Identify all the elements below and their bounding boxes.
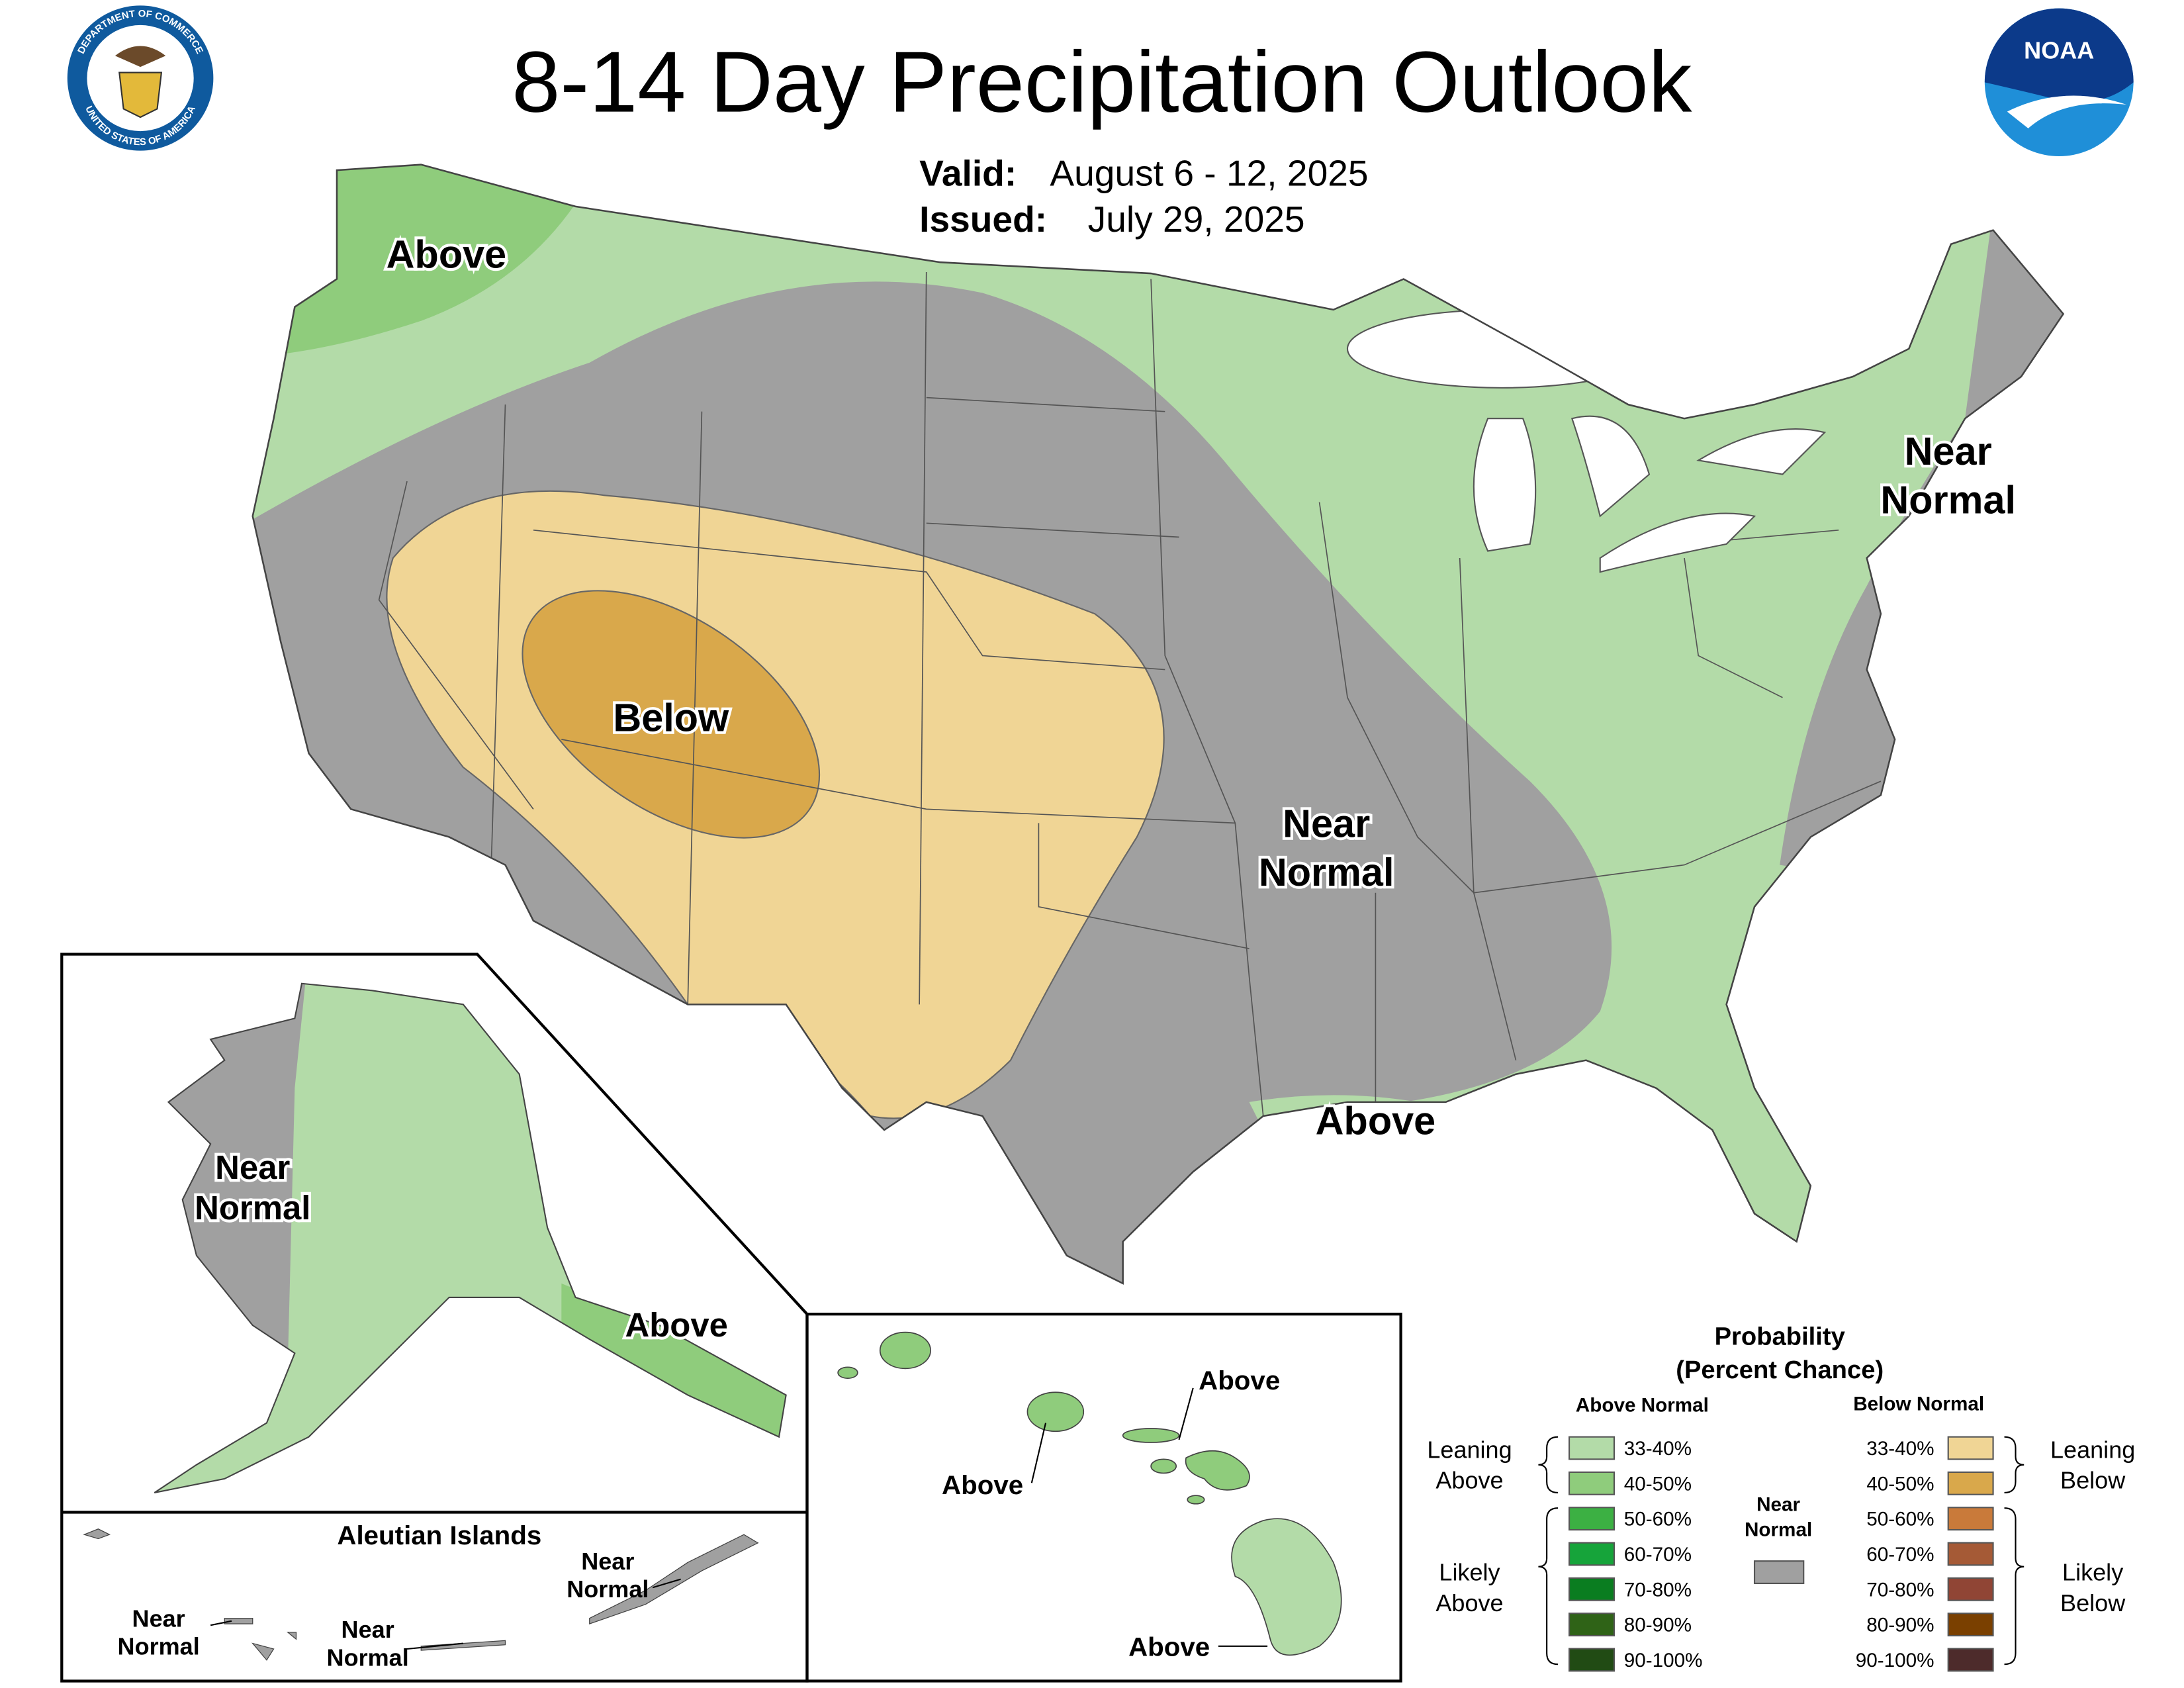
region-label: Above bbox=[1128, 1632, 1210, 1662]
legend-group-line: Above bbox=[1435, 1467, 1503, 1494]
legend: Probability (Percent Chance) Above Norma… bbox=[1427, 1323, 2135, 1672]
legend-swatch bbox=[1569, 1471, 1615, 1495]
legend-swatch bbox=[1947, 1436, 1994, 1460]
region-label: Near Normal bbox=[567, 1548, 649, 1603]
legend-title: Probability bbox=[1715, 1323, 1845, 1351]
legend-swatch bbox=[1569, 1542, 1615, 1566]
aleutian-title: Aleutian Islands bbox=[337, 1521, 541, 1550]
aleutian-islands bbox=[83, 1528, 759, 1661]
issued-label: Issued: bbox=[919, 199, 1047, 240]
valid-dates: August 6 - 12, 2025 bbox=[1050, 152, 1368, 193]
region-label: Near Normal bbox=[1259, 802, 1394, 895]
region-label: Near Normal bbox=[118, 1605, 200, 1660]
legend-swatch bbox=[1947, 1613, 1994, 1637]
leader-lines bbox=[210, 1578, 681, 1650]
legend-range: 40-50% bbox=[1624, 1473, 1692, 1495]
legend-heading: Below Normal bbox=[1853, 1393, 1984, 1415]
legend-range: 90-100% bbox=[1856, 1650, 1934, 1671]
legend-group-line: Likely bbox=[2062, 1559, 2123, 1586]
legend-range: 40-50% bbox=[1866, 1473, 1934, 1495]
legend-swatch bbox=[1569, 1577, 1615, 1601]
noaa-text: NOAA bbox=[2024, 37, 2094, 64]
title: 8-14 Day Precipitation Outlook bbox=[512, 33, 1692, 130]
legend-group-label: Likely Below bbox=[2060, 1559, 2126, 1617]
legend-group-line: Leaning bbox=[1427, 1436, 1512, 1463]
region-label: Above bbox=[942, 1470, 1023, 1500]
legend-swatch bbox=[1947, 1507, 1994, 1531]
legend-group-label: Leaning Below bbox=[2050, 1436, 2135, 1493]
region-label: Below bbox=[613, 695, 729, 739]
valid-label: Valid: bbox=[919, 152, 1017, 193]
legend-range: 50-60% bbox=[1624, 1509, 1692, 1530]
legend-swatch bbox=[1569, 1648, 1615, 1672]
region-label: Near Normal bbox=[1880, 429, 2016, 522]
legend-group-line: Above bbox=[1435, 1589, 1503, 1617]
leader-lines bbox=[1030, 1387, 1268, 1647]
legend-group-label: Likely Above bbox=[1435, 1559, 1503, 1617]
legend-group-line: Likely bbox=[1439, 1559, 1500, 1586]
legend-swatch bbox=[1753, 1560, 1805, 1584]
hawaii-frame bbox=[805, 1313, 1402, 1683]
legend-swatch bbox=[1947, 1577, 1994, 1601]
legend-braces bbox=[1538, 1436, 2025, 1665]
issued-date: July 29, 2025 bbox=[1088, 199, 1305, 240]
region-label: Near Normal bbox=[195, 1149, 310, 1227]
legend-subtitle: (Percent Chance) bbox=[1676, 1356, 1884, 1384]
legend-range: 60-70% bbox=[1624, 1544, 1692, 1566]
legend-heading: Above Normal bbox=[1576, 1395, 1709, 1417]
legend-range: 90-100% bbox=[1624, 1650, 1703, 1671]
legend-group-line: Leaning bbox=[2050, 1436, 2135, 1463]
legend-range: 60-70% bbox=[1866, 1544, 1934, 1566]
legend-swatch bbox=[1947, 1471, 1994, 1495]
legend-swatch bbox=[1947, 1542, 1994, 1566]
legend-near-label: Near Normal bbox=[1745, 1493, 1812, 1540]
legend-swatch bbox=[1569, 1507, 1615, 1531]
legend-range: 80-90% bbox=[1866, 1615, 1934, 1636]
legend-range: 33-40% bbox=[1624, 1438, 1692, 1460]
commerce-seal: DEPARTMENT OF COMMERCE UNITED STATES OF … bbox=[67, 5, 214, 151]
region-label: Above bbox=[387, 232, 506, 277]
legend-group-line: Below bbox=[2060, 1589, 2126, 1617]
alaska bbox=[154, 983, 786, 1493]
legend-group-line: Below bbox=[2060, 1467, 2126, 1494]
legend-range: 50-60% bbox=[1866, 1509, 1934, 1530]
legend-range: 70-80% bbox=[1624, 1579, 1692, 1601]
alaska-outline bbox=[154, 982, 787, 1493]
legend-group-label: Leaning Above bbox=[1427, 1436, 1512, 1493]
legend-range: 80-90% bbox=[1624, 1615, 1692, 1636]
region-label: Above bbox=[1316, 1099, 1435, 1143]
region-label: Above bbox=[1199, 1366, 1280, 1395]
legend-range: 70-80% bbox=[1866, 1579, 1934, 1601]
legend-swatch bbox=[1569, 1613, 1615, 1637]
legend-swatch bbox=[1947, 1648, 1994, 1672]
noaa-logo: NOAA bbox=[1984, 8, 2134, 157]
legend-range: 33-40% bbox=[1866, 1438, 1934, 1460]
region-label: Near Normal bbox=[327, 1616, 409, 1671]
legend-swatch bbox=[1569, 1436, 1615, 1460]
region-label: Above bbox=[625, 1306, 728, 1344]
hawaii bbox=[837, 1331, 1342, 1656]
